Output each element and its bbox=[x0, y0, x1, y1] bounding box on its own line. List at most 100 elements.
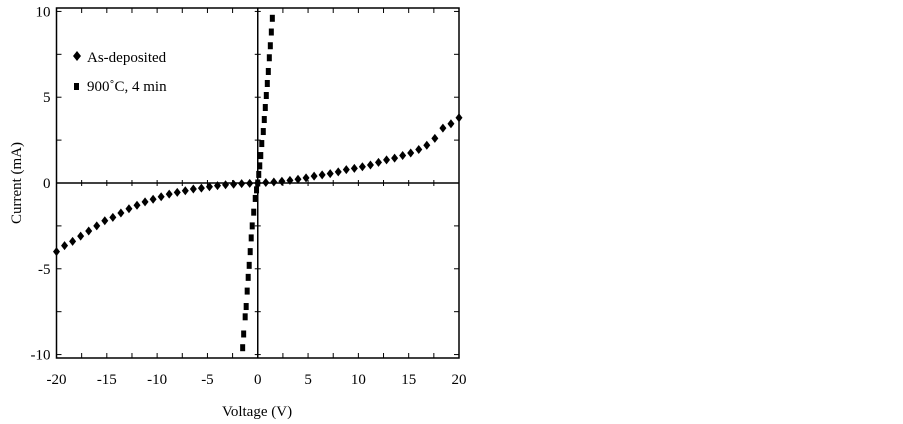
x-tick-label: -10 bbox=[147, 372, 167, 388]
as-deposited-point bbox=[407, 148, 415, 158]
as-deposited-point bbox=[141, 197, 149, 207]
legend-label-annealed: 900˚C, 4 min bbox=[87, 79, 167, 95]
y-axis-label: Current (mA) bbox=[9, 142, 25, 224]
annealed-point bbox=[258, 152, 264, 160]
as-deposited-point bbox=[375, 157, 382, 167]
annealed-point bbox=[267, 42, 273, 50]
as-deposited-point bbox=[310, 171, 318, 181]
as-deposited-point bbox=[133, 200, 141, 210]
as-deposited-point bbox=[246, 178, 254, 188]
annealed-point bbox=[247, 248, 253, 256]
legend-marker-diamond bbox=[73, 51, 81, 61]
y-tick-label: 0 bbox=[43, 176, 51, 192]
as-deposited-point bbox=[350, 163, 358, 173]
as-deposited-point bbox=[230, 179, 238, 189]
as-deposited-point bbox=[93, 221, 101, 231]
as-deposited-point bbox=[439, 123, 447, 133]
as-deposited-point bbox=[189, 184, 197, 194]
y-tick-label: 10 bbox=[36, 4, 51, 20]
y-tick-label: -5 bbox=[38, 262, 51, 278]
annealed-point bbox=[245, 273, 251, 281]
as-deposited-point bbox=[77, 231, 85, 241]
as-deposited-point bbox=[302, 173, 310, 183]
as-deposited-point bbox=[53, 247, 60, 257]
as-deposited-point bbox=[399, 151, 407, 161]
annealed-point bbox=[242, 313, 248, 321]
as-deposited-point bbox=[358, 162, 366, 172]
annealed-point bbox=[240, 344, 246, 352]
as-deposited-point bbox=[286, 175, 294, 185]
x-tick-label: -20 bbox=[47, 372, 67, 388]
x-axis-label: Voltage (V) bbox=[222, 404, 292, 420]
as-deposited-point bbox=[214, 181, 221, 191]
as-deposited-point bbox=[318, 170, 326, 180]
annealed-point bbox=[249, 222, 255, 230]
as-deposited-point bbox=[447, 119, 455, 129]
annealed-point bbox=[251, 208, 257, 216]
annealed-point bbox=[255, 179, 261, 187]
annealed-point bbox=[261, 116, 267, 124]
as-deposited-point bbox=[431, 133, 439, 143]
as-deposited-point bbox=[423, 140, 431, 150]
as-deposited-point bbox=[366, 160, 374, 170]
as-deposited-point bbox=[294, 174, 302, 184]
as-deposited-point bbox=[85, 226, 93, 236]
x-tick-label: 10 bbox=[351, 372, 366, 388]
as-deposited-point bbox=[69, 236, 77, 246]
x-tick-label: -15 bbox=[97, 372, 117, 388]
x-tick-label: 0 bbox=[254, 372, 262, 388]
as-deposited-point bbox=[101, 216, 109, 226]
x-tick-label: -5 bbox=[201, 372, 214, 388]
as-deposited-point bbox=[165, 189, 173, 199]
annealed-point bbox=[265, 67, 271, 75]
as-deposited-point bbox=[415, 145, 423, 155]
as-deposited-point bbox=[197, 183, 205, 193]
as-deposited-point bbox=[125, 204, 133, 214]
as-deposited-point bbox=[455, 113, 463, 123]
legend: As-deposited 900˚C, 4 min bbox=[73, 50, 167, 95]
annealed-point bbox=[260, 128, 266, 136]
annealed-point bbox=[259, 140, 265, 148]
as-deposited-point bbox=[222, 180, 230, 190]
as-deposited-point bbox=[334, 167, 342, 177]
annealed-point bbox=[241, 330, 247, 338]
as-deposited-point bbox=[149, 194, 157, 204]
annealed-point bbox=[257, 162, 263, 170]
as-deposited-point bbox=[270, 177, 278, 187]
x-tick-label: 5 bbox=[304, 372, 312, 388]
annealed-point bbox=[244, 287, 250, 295]
as-deposited-point bbox=[157, 192, 165, 202]
as-deposited-point bbox=[383, 155, 391, 165]
as-deposited-point bbox=[238, 179, 246, 189]
annealed-point bbox=[248, 234, 254, 242]
annealed-point bbox=[264, 79, 270, 87]
y-tick-label: 5 bbox=[43, 90, 51, 106]
as-deposited-point bbox=[342, 165, 350, 175]
as-deposited-point bbox=[278, 176, 286, 186]
as-deposited-point bbox=[109, 212, 117, 222]
annealed-point bbox=[266, 54, 272, 62]
legend-marker-square bbox=[74, 83, 79, 90]
as-deposited-point bbox=[117, 208, 125, 218]
as-deposited-point bbox=[181, 186, 189, 196]
as-deposited-point bbox=[391, 153, 399, 163]
as-deposited-point bbox=[326, 169, 334, 179]
as-deposited-point bbox=[262, 177, 270, 187]
annealed-point bbox=[262, 104, 268, 112]
annealed-point bbox=[256, 170, 262, 178]
x-tick-label: 15 bbox=[401, 372, 416, 388]
annealed-point bbox=[263, 92, 269, 99]
legend-label-as-deposited: As-deposited bbox=[87, 50, 167, 66]
annealed-point bbox=[252, 194, 258, 202]
y-tick-label: -10 bbox=[31, 348, 51, 364]
annealed-point bbox=[246, 261, 252, 269]
x-tick-label: 20 bbox=[452, 372, 467, 388]
annealed-point bbox=[254, 186, 260, 194]
annealed-point bbox=[269, 14, 275, 22]
annealed-point bbox=[268, 28, 274, 36]
as-deposited-point bbox=[61, 241, 69, 251]
as-deposited-point bbox=[173, 187, 181, 197]
as-deposited-point bbox=[205, 182, 213, 192]
annealed-point bbox=[243, 303, 249, 311]
